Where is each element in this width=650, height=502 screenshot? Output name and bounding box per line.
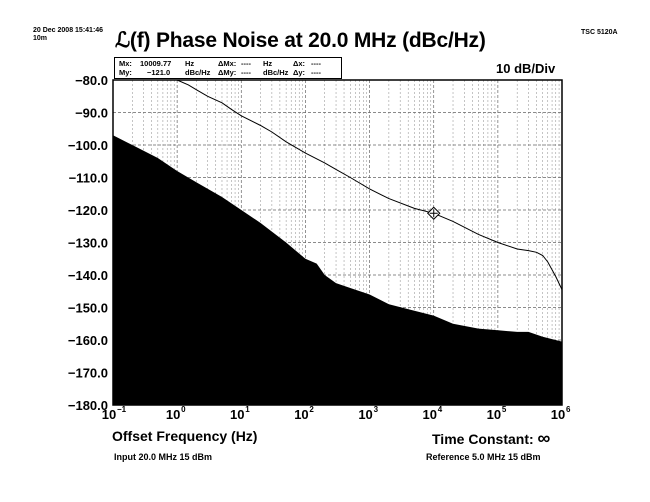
- mx-label: Mx:: [119, 59, 132, 68]
- dy-value: ----: [311, 68, 321, 77]
- x-tick-exponent: 4: [438, 405, 443, 414]
- dmx-value: ----: [241, 59, 251, 68]
- time-constant: Time Constant: ∞: [432, 428, 550, 449]
- x-tick-label: 10: [358, 407, 372, 422]
- scale-label: 10 dB/Div: [496, 61, 556, 76]
- y-tick-label: −90.0: [75, 106, 108, 121]
- x-tick-label: 10: [230, 407, 244, 422]
- x-axis-label: Offset Frequency (Hz): [112, 428, 258, 444]
- y-tick-label: −110.0: [69, 171, 108, 186]
- y-tick-label: −80.0: [75, 73, 108, 88]
- y-tick-label: −120.0: [68, 203, 108, 218]
- y-tick-label: −100.0: [68, 138, 108, 153]
- x-tick-label: 10: [551, 407, 565, 422]
- marker-readout: Mx: 10009.77 Hz ΔMx: ---- Hz Δx: ---- My…: [114, 57, 342, 79]
- y-tick-label: −180.0: [68, 398, 108, 413]
- phase-noise-trace: [176, 79, 563, 290]
- time-constant-label: Time Constant:: [432, 431, 534, 447]
- y-tick-label: −130.0: [68, 236, 108, 251]
- x-tick-exponent: 1: [245, 405, 250, 414]
- x-tick-label: 10: [166, 407, 180, 422]
- x-tick-label: 10: [422, 407, 436, 422]
- x-tick-exponent: −1: [117, 405, 127, 414]
- noise-floor-area: [113, 135, 562, 406]
- y-tick-label: −160.0: [68, 333, 108, 348]
- x-tick-exponent: 0: [181, 405, 186, 414]
- dx-value: ----: [311, 59, 321, 68]
- dmy-value: ----: [241, 68, 251, 77]
- chart-title: ℒ(f) Phase Noise at 20.0 MHz (dBc/Hz): [115, 29, 486, 52]
- x-tick-label: 10: [102, 407, 116, 422]
- x-tick-label: 10: [487, 407, 501, 422]
- y-tick-label: −140.0: [68, 268, 108, 283]
- instrument-model: TSC 5120A: [581, 29, 618, 36]
- input-info: Input 20.0 MHz 15 dBm: [114, 452, 213, 462]
- measurement-duration: 10m: [33, 35, 48, 42]
- dy-label: Δy:: [293, 68, 306, 77]
- y-tick-label: −170.0: [68, 366, 108, 381]
- x-tick-exponent: 5: [502, 405, 507, 414]
- dmy-label: ΔMy:: [218, 68, 237, 77]
- dmx-unit: Hz: [263, 59, 273, 68]
- my-unit: dBc/Hz: [185, 68, 211, 77]
- dmx-label: ΔMx:: [218, 59, 237, 68]
- mx-value: 10009.77: [140, 59, 172, 68]
- my-value: −121.0: [147, 68, 171, 77]
- timestamp: 20 Dec 2008 15:41:46: [33, 27, 104, 34]
- y-tick-label: −150.0: [68, 301, 108, 316]
- x-tick-label: 10: [294, 407, 308, 422]
- reference-info: Reference 5.0 MHz 15 dBm: [426, 452, 541, 462]
- plot-frame: [112, 79, 563, 406]
- dmy-unit: dBc/Hz: [263, 68, 289, 77]
- mx-unit: Hz: [185, 59, 195, 68]
- time-constant-value: ∞: [537, 428, 551, 448]
- x-tick-exponent: 3: [374, 405, 379, 414]
- my-label: My:: [119, 68, 132, 77]
- dx-label: Δx:: [293, 59, 306, 68]
- x-tick-exponent: 2: [309, 405, 314, 414]
- x-tick-exponent: 6: [566, 405, 571, 414]
